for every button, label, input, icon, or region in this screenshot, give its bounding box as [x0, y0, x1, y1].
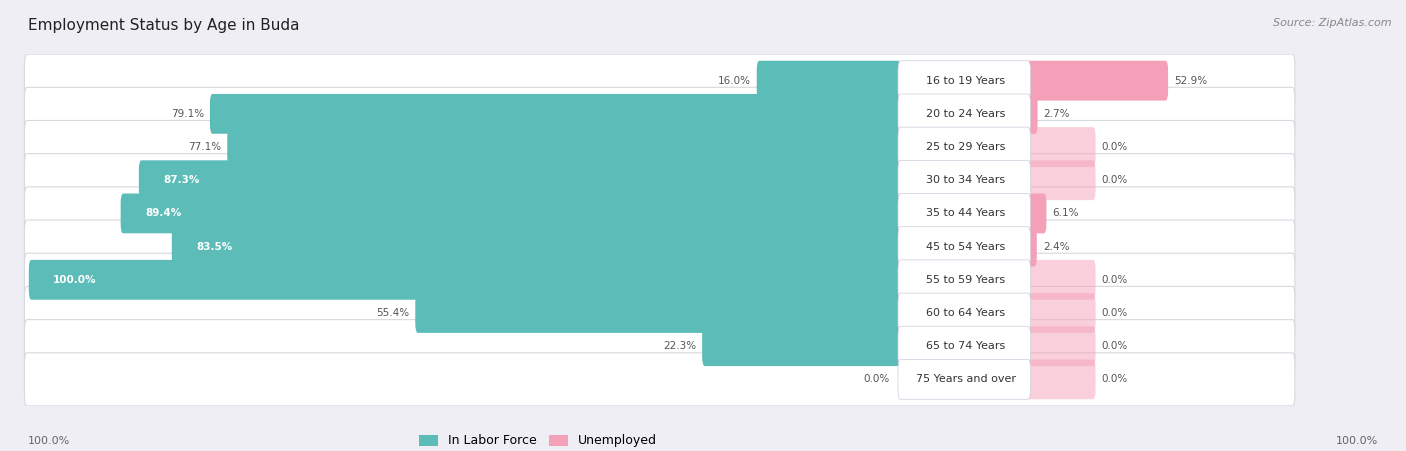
FancyBboxPatch shape — [898, 260, 1031, 300]
FancyBboxPatch shape — [24, 353, 1295, 406]
Text: 55 to 59 Years: 55 to 59 Years — [927, 275, 1005, 285]
FancyBboxPatch shape — [172, 227, 901, 267]
Text: 77.1%: 77.1% — [188, 142, 221, 152]
FancyBboxPatch shape — [898, 326, 1031, 366]
Legend: In Labor Force, Unemployed: In Labor Force, Unemployed — [413, 429, 662, 451]
FancyBboxPatch shape — [24, 54, 1295, 107]
FancyBboxPatch shape — [898, 359, 1031, 399]
Text: 0.0%: 0.0% — [1102, 275, 1128, 285]
FancyBboxPatch shape — [898, 127, 1031, 167]
FancyBboxPatch shape — [1025, 127, 1095, 167]
FancyBboxPatch shape — [24, 220, 1295, 273]
FancyBboxPatch shape — [228, 127, 901, 167]
Text: 79.1%: 79.1% — [170, 109, 204, 119]
Text: 6.1%: 6.1% — [1053, 208, 1078, 218]
Text: 52.9%: 52.9% — [1174, 76, 1208, 86]
Text: Source: ZipAtlas.com: Source: ZipAtlas.com — [1274, 18, 1392, 28]
Text: 89.4%: 89.4% — [145, 208, 181, 218]
FancyBboxPatch shape — [702, 326, 901, 366]
FancyBboxPatch shape — [24, 286, 1295, 340]
FancyBboxPatch shape — [898, 94, 1031, 134]
Text: 100.0%: 100.0% — [28, 437, 70, 446]
Text: 16 to 19 Years: 16 to 19 Years — [927, 76, 1005, 86]
Text: 75 Years and over: 75 Years and over — [915, 374, 1015, 384]
FancyBboxPatch shape — [898, 227, 1031, 267]
FancyBboxPatch shape — [1025, 293, 1095, 333]
FancyBboxPatch shape — [1025, 326, 1095, 366]
Text: 0.0%: 0.0% — [863, 374, 890, 384]
FancyBboxPatch shape — [24, 87, 1295, 140]
Text: 83.5%: 83.5% — [195, 242, 232, 252]
FancyBboxPatch shape — [24, 187, 1295, 240]
FancyBboxPatch shape — [898, 193, 1031, 233]
Text: 87.3%: 87.3% — [163, 175, 200, 185]
Text: 0.0%: 0.0% — [1102, 308, 1128, 318]
FancyBboxPatch shape — [1025, 227, 1036, 267]
Text: 0.0%: 0.0% — [1102, 142, 1128, 152]
Text: 2.7%: 2.7% — [1043, 109, 1070, 119]
FancyBboxPatch shape — [898, 160, 1031, 200]
Text: 30 to 34 Years: 30 to 34 Years — [927, 175, 1005, 185]
FancyBboxPatch shape — [415, 293, 901, 333]
Text: 100.0%: 100.0% — [1336, 437, 1378, 446]
FancyBboxPatch shape — [209, 94, 901, 134]
FancyBboxPatch shape — [898, 293, 1031, 333]
FancyBboxPatch shape — [121, 193, 901, 233]
FancyBboxPatch shape — [1025, 359, 1095, 399]
Text: 60 to 64 Years: 60 to 64 Years — [927, 308, 1005, 318]
Text: 16.0%: 16.0% — [717, 76, 751, 86]
FancyBboxPatch shape — [28, 260, 901, 300]
FancyBboxPatch shape — [139, 160, 901, 200]
Text: 0.0%: 0.0% — [1102, 175, 1128, 185]
Text: 25 to 29 Years: 25 to 29 Years — [927, 142, 1005, 152]
FancyBboxPatch shape — [1025, 61, 1168, 101]
Text: 22.3%: 22.3% — [664, 341, 696, 351]
Text: 35 to 44 Years: 35 to 44 Years — [927, 208, 1005, 218]
Text: 0.0%: 0.0% — [1102, 374, 1128, 384]
FancyBboxPatch shape — [24, 154, 1295, 207]
Text: 65 to 74 Years: 65 to 74 Years — [927, 341, 1005, 351]
FancyBboxPatch shape — [756, 61, 901, 101]
FancyBboxPatch shape — [1025, 260, 1095, 300]
FancyBboxPatch shape — [1025, 160, 1095, 200]
FancyBboxPatch shape — [1025, 94, 1038, 134]
Text: 20 to 24 Years: 20 to 24 Years — [927, 109, 1005, 119]
Text: 2.4%: 2.4% — [1043, 242, 1070, 252]
Text: 0.0%: 0.0% — [1102, 341, 1128, 351]
FancyBboxPatch shape — [24, 253, 1295, 306]
FancyBboxPatch shape — [24, 320, 1295, 373]
Text: 45 to 54 Years: 45 to 54 Years — [927, 242, 1005, 252]
Text: 100.0%: 100.0% — [53, 275, 97, 285]
FancyBboxPatch shape — [898, 61, 1031, 101]
Text: 55.4%: 55.4% — [375, 308, 409, 318]
FancyBboxPatch shape — [24, 120, 1295, 174]
FancyBboxPatch shape — [1025, 193, 1046, 233]
Text: Employment Status by Age in Buda: Employment Status by Age in Buda — [28, 18, 299, 33]
